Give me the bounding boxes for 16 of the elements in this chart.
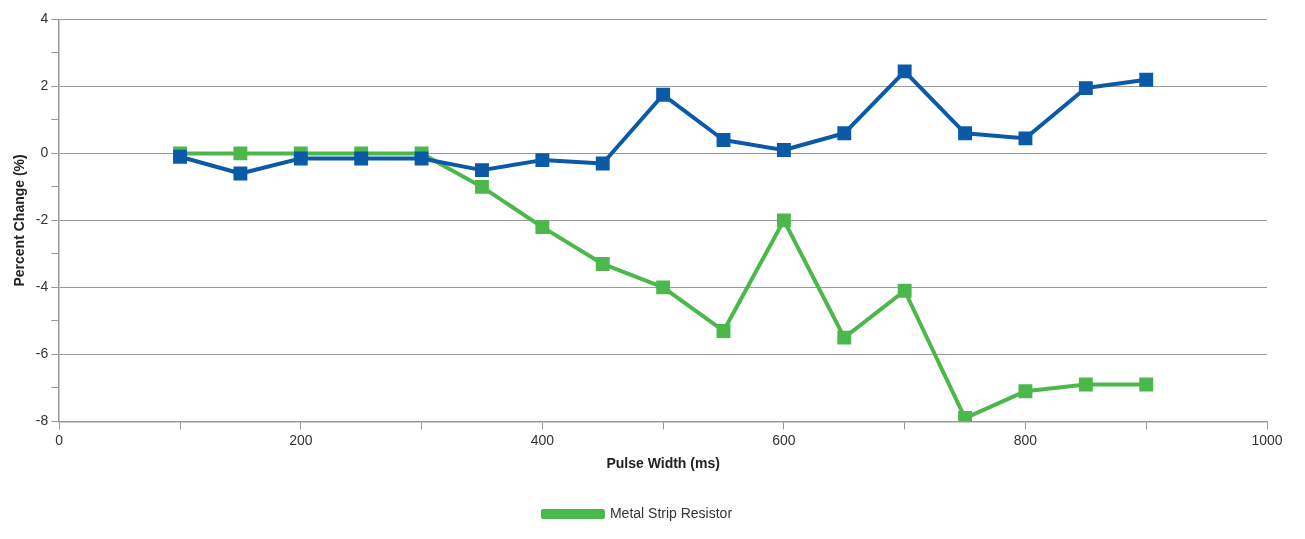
y-tick-label: 4	[40, 10, 49, 27]
y-tick-label: 2	[40, 77, 49, 94]
x-axis-title: Pulse Width (ms)	[606, 455, 720, 472]
x-tick-label: 600	[772, 431, 796, 448]
x-tick-label: 800	[1013, 431, 1038, 448]
x-tick-label: 200	[289, 431, 313, 448]
x-tick-label: 1000	[1251, 431, 1283, 448]
y-axis-title: Percent Change (%)	[11, 154, 28, 287]
y-tick-label: -6	[35, 345, 49, 362]
y-tick-label: -2	[35, 211, 49, 228]
legend-label: Metal Strip Resistor	[609, 504, 733, 521]
x-tick-label: 400	[530, 431, 555, 448]
y-tick-label: -4	[35, 278, 49, 295]
x-tick-label: 0	[55, 431, 64, 448]
y-tick-label: 0	[40, 144, 49, 161]
y-tick-label: -8	[35, 412, 49, 429]
